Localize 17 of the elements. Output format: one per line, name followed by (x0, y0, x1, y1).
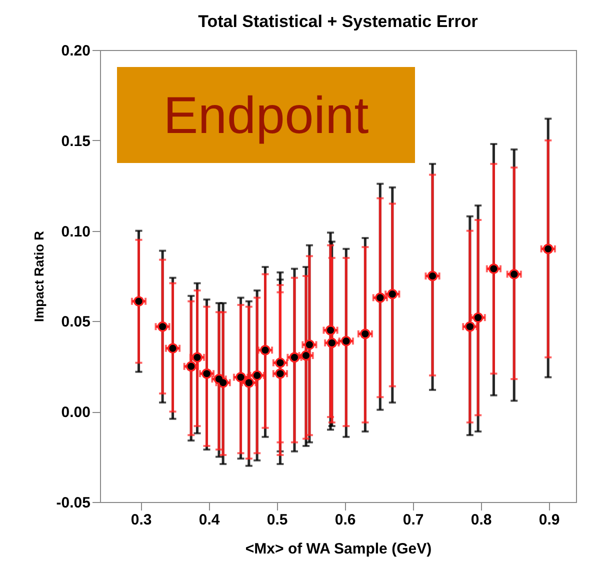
y-tick-label: 0.00 (61, 404, 90, 422)
y-tick-label: 0.15 (61, 132, 90, 150)
chart-title: Total Statistical + Systematic Error (198, 12, 478, 31)
x-tick-label: 0.6 (334, 512, 356, 528)
annotation: Endpoint (163, 87, 370, 145)
x-tick-label: 0.8 (470, 512, 492, 528)
x-tick-label: 0.4 (198, 512, 220, 528)
y-tick-label: 0.05 (61, 314, 90, 331)
x-tick-label: 0.3 (130, 512, 152, 528)
y-tick-label: 0.10 (61, 223, 90, 240)
x-tick-label: 0.7 (402, 512, 424, 528)
x-tick-label: 0.9 (538, 512, 560, 528)
x-axis-title: <Mx> of WA Sample (GeV) (245, 540, 432, 558)
y-tick-label: -0.05 (56, 494, 90, 512)
x-tick-label: 0.5 (266, 512, 288, 528)
y-tick-label: 0.20 (61, 42, 90, 60)
y-axis-title: Impact Ratio R (31, 230, 46, 322)
